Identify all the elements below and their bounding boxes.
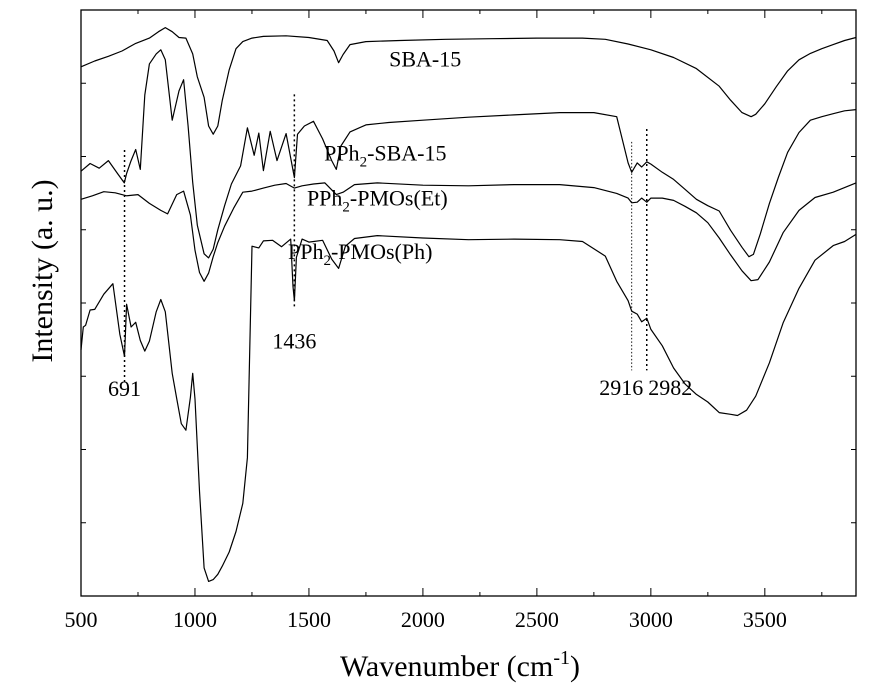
- x-tick-label: 500: [65, 607, 98, 632]
- y-axis-title: Intensity (a. u.): [26, 179, 59, 362]
- series-label-2: PPh2-SBA-15: [324, 141, 446, 171]
- peak-label-1436: 1436: [272, 329, 316, 354]
- plot-frame: [80, 9, 857, 597]
- x-tick-label: 2000: [401, 607, 445, 632]
- series-line-3: [80, 182, 857, 282]
- peak-label-2916: 2916: [599, 375, 643, 400]
- peak-label-691: 691: [108, 376, 141, 401]
- x-axis-title-main: Wavenumber (cm: [340, 650, 553, 683]
- series-label-4: PPh2-PMOs(Ph): [288, 239, 432, 269]
- x-tick-label: 1500: [287, 607, 331, 632]
- series-line-1: [80, 27, 857, 135]
- series-line-4: [80, 233, 857, 583]
- x-tick-label: 1000: [173, 607, 217, 632]
- peak-label-2982: 2982: [648, 375, 692, 400]
- x-tick-label: 3000: [629, 607, 673, 632]
- x-tick-label: 2500: [515, 607, 559, 632]
- series-label-1: SBA-15: [389, 46, 461, 71]
- peak-annotations: 691 1436 2916 2982: [108, 94, 692, 401]
- series-label-3: PPh2-PMOs(Et): [307, 186, 448, 216]
- series-group: [80, 27, 857, 583]
- series-line-2: [80, 49, 857, 259]
- x-axis-title-suffix: ): [570, 650, 580, 683]
- axes: 500 1000 1500 2000 2500 3000 3500: [65, 9, 857, 632]
- x-axis-title: Wavenumber (cm-1): [340, 647, 580, 683]
- series-labels: SBA-15 PPh2-SBA-15 PPh2-PMOs(Et) PPh2-PMOs(…: [288, 46, 461, 269]
- x-tick-label: 3500: [743, 607, 787, 632]
- x-axis-title-exponent: -1: [553, 647, 570, 669]
